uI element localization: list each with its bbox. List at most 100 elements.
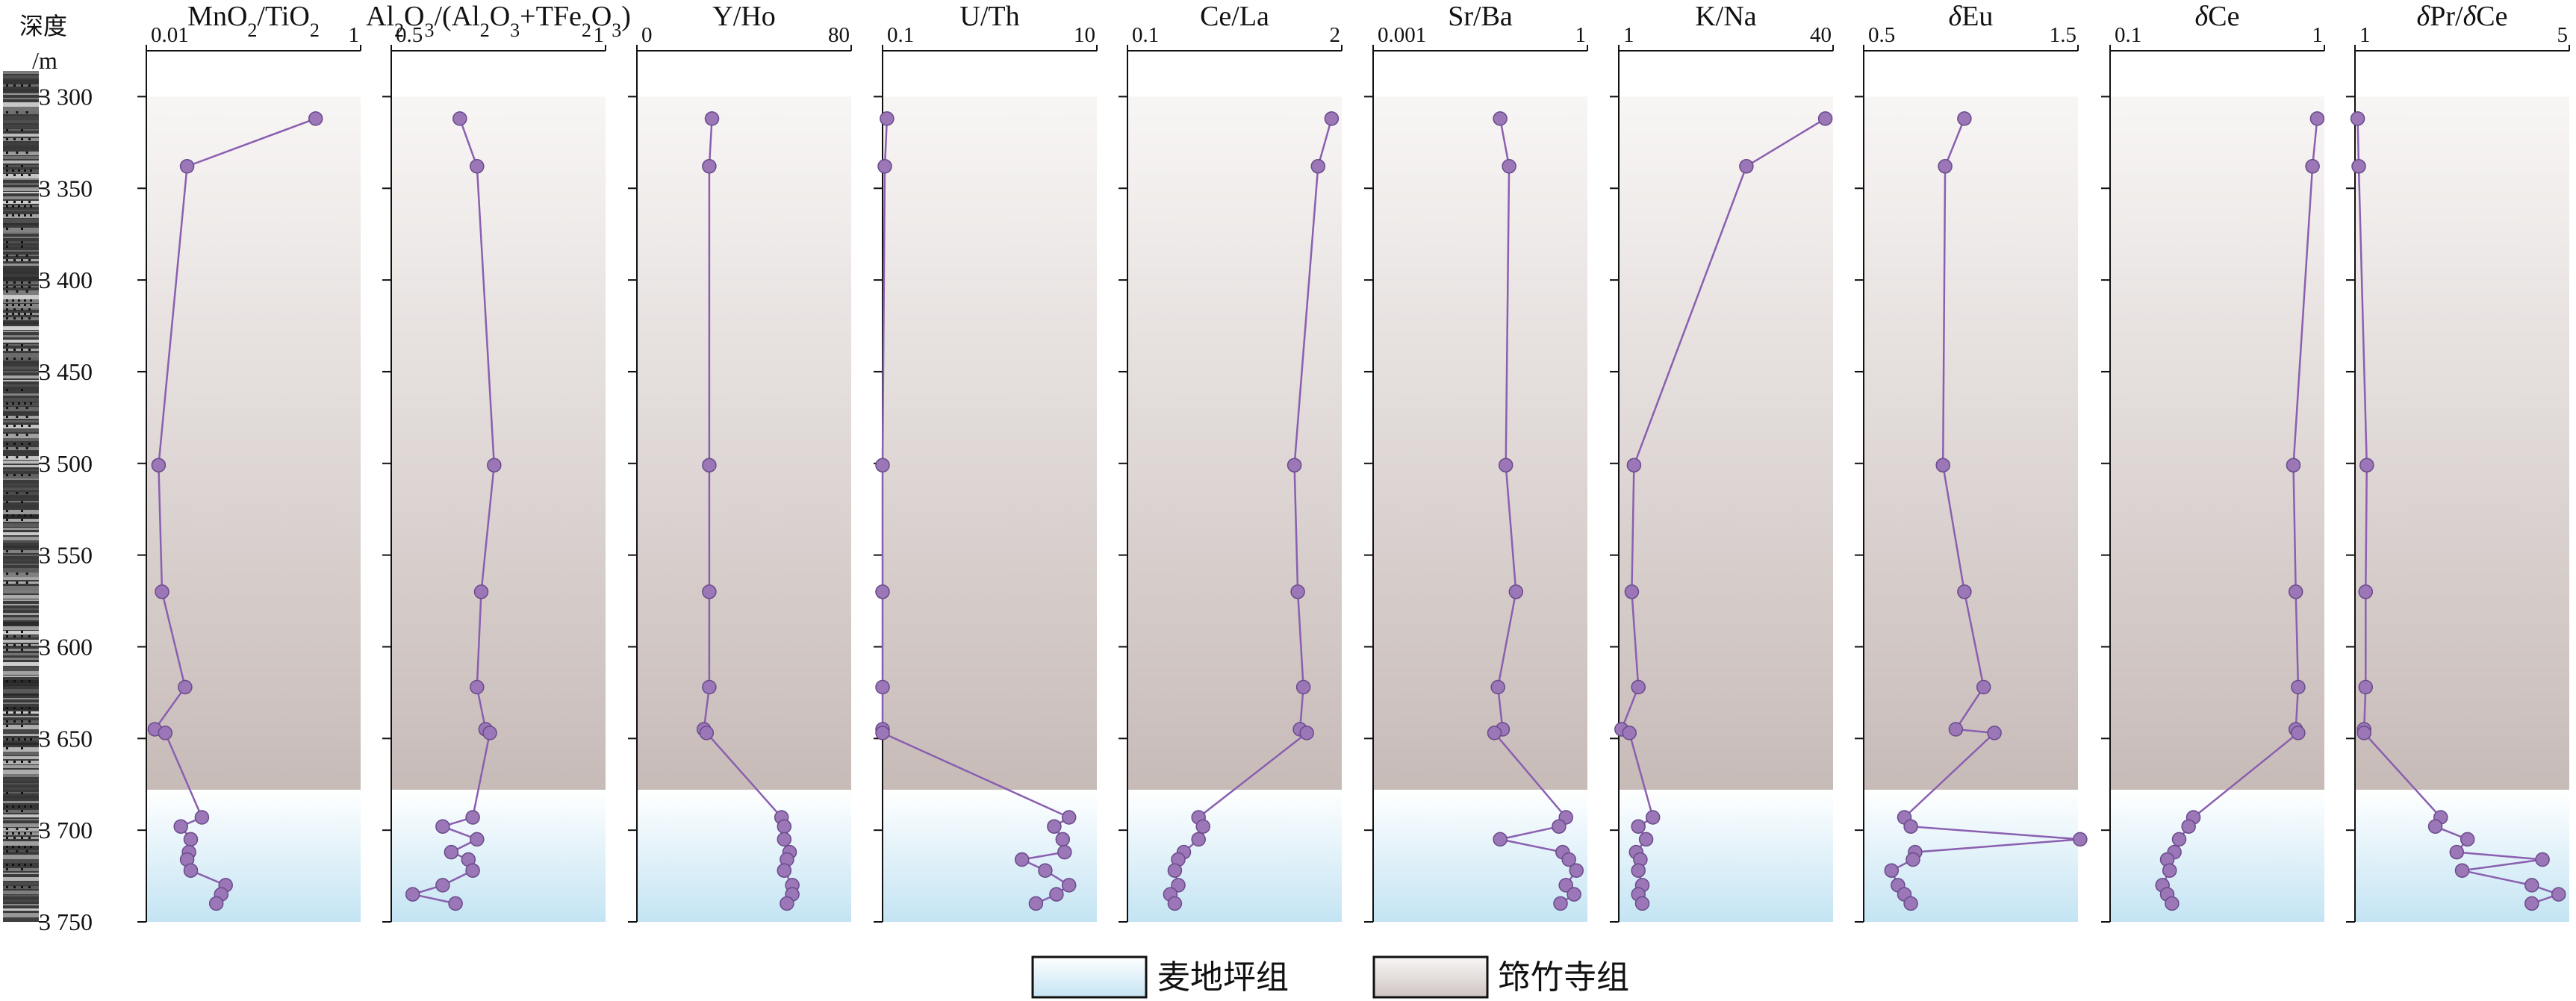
lithology-band <box>3 210 39 212</box>
lithology-dot <box>25 573 28 576</box>
lithology-band <box>3 846 39 850</box>
zone-qiongzhusi <box>883 96 1097 790</box>
data-point <box>2288 584 2303 599</box>
lithology-dot <box>21 425 23 428</box>
lithology-band <box>3 702 39 705</box>
lithology-dot <box>28 680 31 683</box>
lithology-dot <box>13 443 16 446</box>
data-point <box>1957 111 1972 126</box>
lithology-dot <box>21 474 23 477</box>
lithology-dot <box>25 290 28 293</box>
lithology-dot <box>28 286 31 289</box>
lithology-band <box>3 590 39 594</box>
lithology-dot <box>21 720 23 723</box>
lithology-dot <box>28 259 31 262</box>
lithology-dot <box>6 299 8 302</box>
lithology-band <box>3 595 39 599</box>
lithology-dot <box>24 738 26 741</box>
data-point <box>1987 726 2002 740</box>
lithology-dot <box>13 138 16 141</box>
lithology-band <box>3 698 39 700</box>
lithology-dot <box>13 886 16 889</box>
lithology-dot <box>25 152 28 155</box>
lithology-band <box>3 765 39 769</box>
lithology-dot <box>21 241 23 244</box>
panel-title: Ce/La <box>1200 1 1269 32</box>
lithology-dot <box>21 519 23 522</box>
lithology-dot <box>30 846 32 849</box>
lithology-dot <box>6 416 8 419</box>
data-point <box>1324 111 1340 126</box>
lithology-band <box>3 814 39 818</box>
lithology-dot <box>13 837 16 840</box>
lithology-dot <box>6 720 8 723</box>
zone-qiongzhusi <box>391 96 606 790</box>
lithology-dot <box>16 111 19 114</box>
lithology-dot <box>6 174 8 177</box>
lithology-band <box>3 272 39 275</box>
data-point <box>1553 896 1568 911</box>
data-point <box>2449 844 2465 860</box>
data-point <box>1558 878 1573 893</box>
data-point <box>470 159 485 174</box>
lithology-band <box>3 89 39 93</box>
x-tick-label-min: 1 <box>1623 23 1634 47</box>
x-tick-label-max: 1 <box>594 23 605 47</box>
lithology-band <box>3 496 39 499</box>
lithology-band <box>3 913 39 918</box>
lithology-dot <box>30 205 32 208</box>
zone-qiongzhusi <box>1127 96 1342 790</box>
lithology-dot <box>6 828 8 831</box>
lithology-dot <box>6 308 8 311</box>
lithology-dot <box>6 84 8 87</box>
lithology-dot <box>6 169 8 172</box>
lithology-dot <box>13 174 16 177</box>
lithology-band <box>3 434 39 439</box>
zone-qiongzhusi <box>1619 96 1833 790</box>
lithology-band <box>3 277 39 281</box>
lithology-band <box>3 796 39 799</box>
lithology-dot <box>6 165 8 168</box>
lithology-dot <box>24 205 26 208</box>
lithology-dot <box>13 635 16 638</box>
lithology-dot <box>18 864 20 867</box>
lithology-dot <box>6 259 8 262</box>
x-tick-label-max: 10 <box>1074 23 1095 47</box>
lithology-dot <box>24 805 26 808</box>
x-tick-label-min: 0.001 <box>1378 23 1426 47</box>
lithology-dot <box>16 456 19 459</box>
lithology-dot <box>21 711 23 714</box>
lithology-dot <box>6 407 8 410</box>
lithology-dot <box>12 846 14 849</box>
lithology-dot <box>21 138 23 141</box>
lithology-band <box>3 752 39 756</box>
lithology-dot <box>28 84 31 87</box>
x-tick-label-min: 0.5 <box>1868 23 1895 47</box>
data-point <box>1903 896 1918 911</box>
lithology-dot <box>6 644 8 647</box>
data-point <box>1817 111 1833 126</box>
panel-y-ho: 0 80 Y/Ho <box>628 1 852 923</box>
lithology-dot <box>13 761 16 764</box>
lithology-dot <box>24 214 26 217</box>
lithology-dot <box>6 201 8 204</box>
lithology-dot <box>25 255 28 258</box>
lithology-dot <box>13 425 16 428</box>
lithology-dot <box>25 850 28 853</box>
lithology-band <box>3 756 39 760</box>
lithology-band <box>3 120 39 124</box>
data-point <box>1055 832 1071 847</box>
depth-tick-label: 3 350 <box>39 175 93 202</box>
lithology-dot <box>24 864 26 867</box>
lithology-band <box>3 214 39 219</box>
data-point <box>1299 726 1314 740</box>
lithology-dot <box>16 416 19 419</box>
lithology-band <box>3 143 39 146</box>
lithology-band <box>3 528 39 531</box>
lithology-dot <box>30 214 32 217</box>
panel-title: δEu <box>1949 1 1994 32</box>
lithology-dot <box>6 886 8 889</box>
data-point <box>875 584 890 599</box>
zone-maidiping <box>1127 790 1342 922</box>
lithology-dot <box>6 519 8 522</box>
